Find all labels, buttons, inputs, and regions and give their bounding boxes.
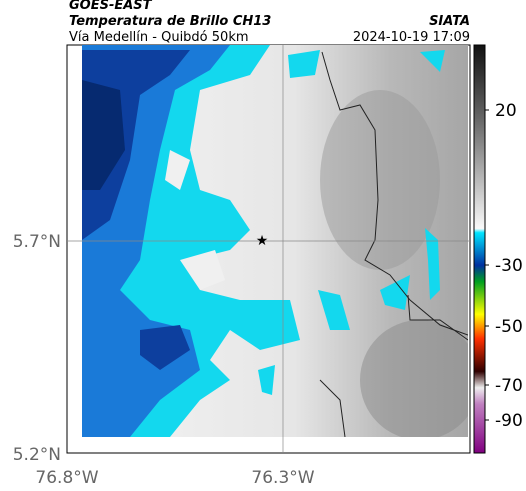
location-star: ★ <box>256 233 269 249</box>
colorbar <box>473 44 486 454</box>
colorbar-tick-label: -30 <box>495 256 523 276</box>
colorbar-tick-label: 20 <box>495 101 517 121</box>
satellite-image <box>82 45 468 437</box>
route-subtitle: Vía Medellín - Quibdó 50km <box>69 30 249 45</box>
satellite-title: GOES-EAST <box>69 0 153 13</box>
lat-label: 5.2°N <box>13 445 61 465</box>
product-title: Temperatura de Brillo CH13 <box>69 14 271 29</box>
colorbar-ticks: 20 -30 -50 -70 -90 <box>485 101 523 431</box>
source-label: SIATA <box>429 14 470 29</box>
lon-label: 76.8°W <box>35 468 98 488</box>
colorbar-tick-label: -90 <box>495 411 523 431</box>
lon-label: 76.3°W <box>251 468 314 488</box>
lat-label: 5.7°N <box>13 232 61 252</box>
colorbar-tick-label: -50 <box>495 317 523 337</box>
colorbar-tick-label: -70 <box>495 376 523 396</box>
datetime-label: 2024-10-19 17:09 <box>353 30 470 45</box>
